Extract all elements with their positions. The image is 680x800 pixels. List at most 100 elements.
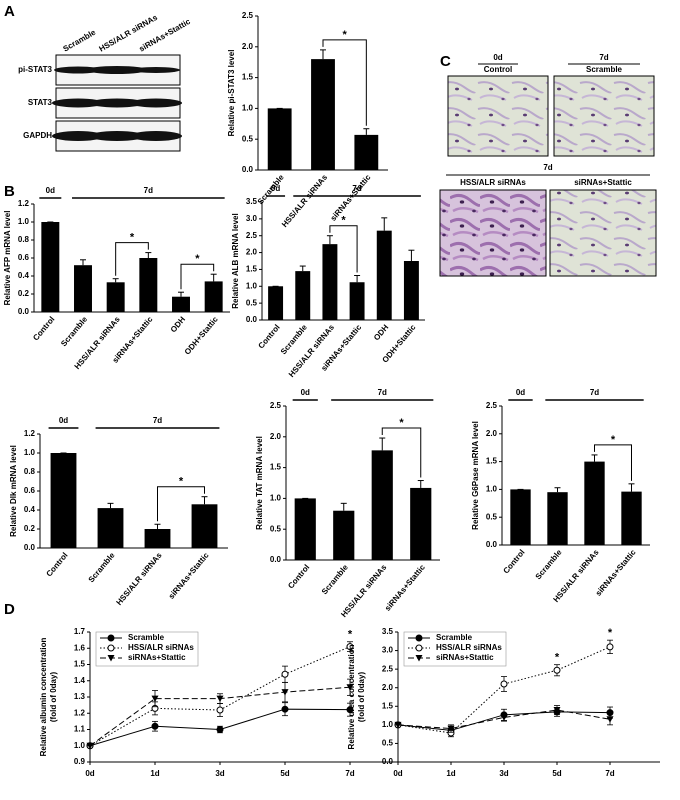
blot-row-label: STAT3 (28, 98, 53, 107)
y-tick-label: 2.5 (270, 401, 282, 410)
y-tick-label: 2.5 (242, 11, 254, 20)
marker (216, 695, 224, 703)
y-tick-label: 0.5 (270, 524, 282, 533)
x-tick-label: HSS/ALR siRNAs (280, 172, 330, 229)
day-label: 7d (599, 53, 608, 62)
y-tick-label: 1.0 (382, 720, 394, 729)
day-label: 0d (493, 53, 502, 62)
y-tick-label: 2.5 (486, 401, 498, 410)
y-tick-label: 3.5 (246, 197, 258, 206)
micrograph (439, 189, 547, 277)
marker (151, 722, 159, 730)
micrograph-label: Scramble (586, 65, 623, 74)
bar (144, 529, 171, 548)
y-tick-label: 1.2 (24, 429, 36, 438)
bar (191, 504, 218, 548)
bar (510, 489, 531, 545)
y-tick-label: 0.5 (486, 512, 498, 521)
blot-band (130, 131, 182, 141)
x-tick-label: Scramble (320, 562, 350, 596)
marker (107, 644, 115, 652)
marker (216, 726, 224, 733)
marker (553, 707, 561, 714)
y-tick-label: 0.8 (24, 467, 36, 476)
x-tick-label: HSS/ALR siRNAs (114, 550, 164, 607)
y-tick-label: 0.5 (246, 298, 258, 307)
marker (606, 643, 614, 651)
legend-box (403, 631, 507, 667)
blot-row-label: pi-STAT3 (18, 65, 52, 74)
panel-label: A (4, 3, 15, 20)
significance-star: * (399, 417, 404, 429)
bar (322, 244, 338, 320)
x-tick-label: 1d (150, 769, 159, 778)
y-tick-label: 1.7 (74, 627, 86, 636)
y-tick-label: 0.6 (24, 486, 36, 495)
micrograph-label: Control (484, 65, 512, 74)
x-tick-label: 0d (393, 769, 402, 778)
bar (50, 453, 77, 548)
blot-band (54, 66, 102, 74)
significance-bracket (157, 486, 205, 522)
x-tick-label: Control (501, 548, 526, 576)
legend-label: HSS/ALR siRNAs (436, 643, 502, 652)
blot-band (89, 131, 145, 141)
panel-label: C (440, 53, 451, 70)
significance-star: * (130, 232, 135, 244)
y-tick-label: 1.5 (382, 701, 394, 710)
y-tick-label: 0.0 (18, 307, 30, 316)
x-tick-label: siRNAs+Stattic (329, 172, 373, 222)
bar (349, 282, 365, 320)
y-tick-label: 0.5 (382, 739, 394, 748)
y-tick-label: 3.5 (382, 627, 394, 636)
y-tick-label: 1.0 (486, 485, 498, 494)
bar (621, 491, 642, 545)
blot-band (132, 67, 180, 73)
y-axis-label: Relative G6Pase mRNA level (471, 421, 480, 530)
micrograph (549, 189, 657, 277)
bar (294, 498, 316, 560)
bar (267, 108, 292, 170)
bar (547, 492, 568, 545)
legend-box (95, 631, 199, 667)
y-tick-label: 1.5 (270, 463, 282, 472)
y-tick-label: 2.5 (382, 664, 394, 673)
y-tick-label: 0.0 (24, 543, 36, 552)
y-tick-label: 0.0 (246, 315, 258, 324)
significance-star: * (179, 476, 184, 488)
marker (553, 666, 561, 674)
time-label: 0d (271, 184, 280, 193)
y-tick-label: 1.0 (270, 494, 282, 503)
y-axis-label: Relative ALB mRNA level (231, 213, 240, 308)
y-tick-label: 0.0 (242, 165, 254, 174)
bar (371, 450, 393, 560)
bar (172, 296, 190, 312)
bar (74, 265, 92, 312)
micrograph-label: siRNAs+Stattic (574, 178, 632, 187)
significance-star: * (343, 29, 348, 41)
y-tick-label: 2.0 (242, 42, 254, 51)
bar (204, 281, 223, 312)
legend-label: Scramble (128, 633, 165, 642)
significance-bracket (322, 39, 367, 126)
x-tick-label: Scramble (87, 550, 117, 584)
y-tick-label: 3.0 (382, 646, 394, 655)
day-label: 7d (543, 163, 552, 172)
x-tick-label: 3d (499, 769, 508, 778)
bar (354, 134, 379, 170)
time-label: 0d (301, 388, 310, 397)
x-tick-label: siRNAs+Stattic (594, 547, 638, 597)
marker (606, 716, 614, 723)
bar (311, 59, 335, 171)
x-tick-label: siRNAs+Stattic (167, 550, 211, 600)
y-axis-label: Relative TAT mRNA level (255, 436, 264, 530)
marker (415, 655, 423, 662)
bar (333, 510, 355, 560)
legend-label: siRNAs+Stattic (436, 653, 494, 662)
y-tick-label: 2.0 (486, 429, 498, 438)
bar (41, 222, 60, 312)
x-tick-label: 5d (280, 769, 289, 778)
y-tick-label: 0.4 (24, 505, 36, 514)
blot-lane-label: Scramble (62, 27, 98, 53)
significance-star: * (608, 627, 613, 639)
